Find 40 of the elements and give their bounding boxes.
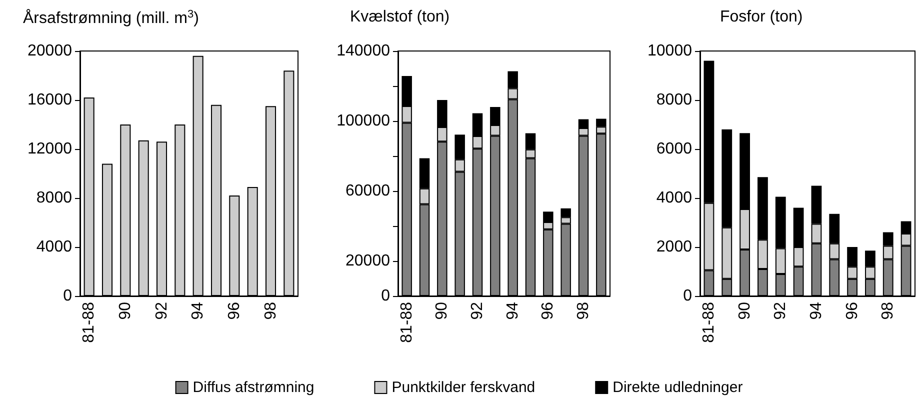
x-tick-label: 90 <box>736 302 754 320</box>
y-tick-label: 8000 <box>36 190 72 206</box>
x-tick-label: 96 <box>226 302 243 320</box>
y-tick-label: 10000 <box>648 42 692 60</box>
chart-title: Kvælstof (ton) <box>350 8 450 26</box>
x-tick-label: 90 <box>434 302 451 320</box>
y-tick-label: 6000 <box>656 140 692 158</box>
x-tick-label: 92 <box>469 302 486 320</box>
x-tick-label: 92 <box>772 302 790 320</box>
y-tick-label: 100000 <box>336 112 390 130</box>
y-tick-label: 2000 <box>656 238 692 256</box>
legend-label: Direkte udledninger <box>612 379 743 396</box>
x-tick-label: 98 <box>262 302 280 320</box>
y-tick-label: 20000 <box>28 42 72 60</box>
legend-label: Punktkilder ferskvand <box>392 379 536 396</box>
y-tick-label: 20000 <box>346 252 390 270</box>
y-tick-label: 0 <box>683 288 692 304</box>
y-tick-label: 12000 <box>28 140 72 158</box>
y-tick-label: 16000 <box>28 92 72 108</box>
y-tick-label: 0 <box>381 288 390 304</box>
x-tick-label: 96 <box>844 302 861 320</box>
x-tick-label: 81-88 <box>398 302 416 343</box>
x-tick-label: 98 <box>575 302 592 320</box>
x-tick-label: 94 <box>808 302 825 320</box>
x-tick-label: 94 <box>190 302 207 320</box>
y-tick-label: 140000 <box>336 42 390 60</box>
legend-label: Diffus afstrømning <box>192 379 314 396</box>
x-tick-label: 94 <box>504 302 522 320</box>
x-tick-label: 81-88 <box>700 302 718 343</box>
y-tick-label: 8000 <box>656 92 692 108</box>
x-tick-label: 98 <box>880 302 897 320</box>
y-tick-label: 4000 <box>656 190 692 206</box>
chart-title: Fosfor (ton) <box>720 8 803 26</box>
y-tick-label: 60000 <box>346 182 390 200</box>
x-tick-label: 92 <box>153 302 170 320</box>
x-tick-label: 96 <box>540 302 557 320</box>
y-tick-label: 4000 <box>36 238 72 256</box>
x-tick-label: 81-88 <box>80 302 98 343</box>
x-tick-label: 90 <box>116 302 134 320</box>
y-tick-label: 0 <box>63 288 72 304</box>
